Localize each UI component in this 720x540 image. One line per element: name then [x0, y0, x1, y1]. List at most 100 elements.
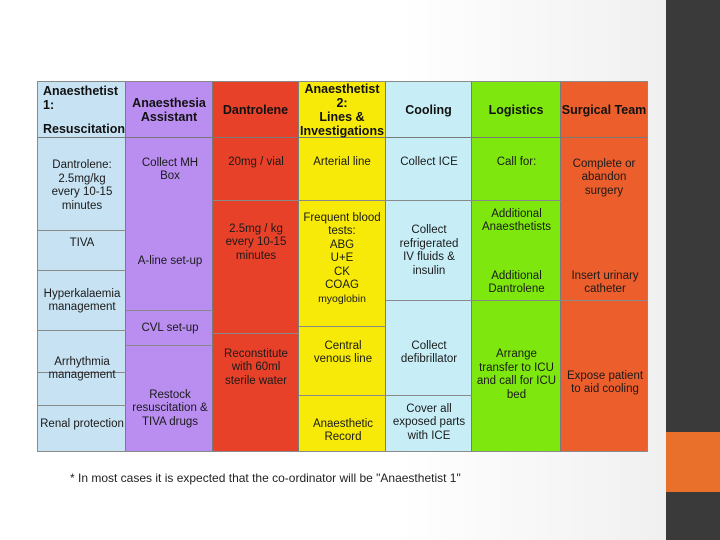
column-anaesthesia-assistant: [126, 82, 213, 451]
cell-text: COAG: [325, 279, 359, 292]
header-surgical-team: Surgical Team: [561, 82, 647, 138]
row-divider: [299, 200, 386, 201]
cell-text: Collect ICE: [400, 156, 458, 169]
header-dantrolene-label: Dantrolene: [222, 102, 289, 117]
cell-text: Collect defibrillator: [400, 339, 458, 366]
row-divider: [386, 395, 472, 396]
header-anaesthesia-assistant: Anaesthesia Assistant: [126, 82, 213, 138]
cell-text: CK: [334, 265, 350, 278]
cell-text: A-line set-up: [137, 255, 203, 268]
cell-text: Arrhythmia management: [48, 355, 116, 382]
column-cooling: [386, 82, 472, 451]
sidebar-accent: [666, 432, 720, 492]
row-divider: [126, 345, 213, 346]
row-divider: [299, 326, 386, 327]
header-anaesthetist-2-title: Anaesthetist 2:: [304, 81, 380, 110]
row-divider: [126, 310, 213, 311]
cell-text: Hyperkalaemia management: [43, 287, 121, 314]
cell-text: Dantrolene: 2.5mg/kg every 10-15 minutes: [51, 159, 113, 212]
header-surgical-label: Surgical Team: [561, 102, 647, 117]
row-divider: [472, 200, 561, 201]
cell-reconstitute: Reconstitute with 60ml sterile water: [220, 345, 292, 391]
cell-renal-protection: Renal protection: [40, 417, 124, 433]
cell-text: CVL set-up: [141, 322, 199, 335]
header-anaesthetist-1-title: Anaesthetist 1:: [43, 83, 119, 112]
cell-complete-surgery: Complete or abandon surgery: [566, 155, 642, 201]
column-anaesthetist-1: [38, 82, 126, 451]
cell-text: ABG: [329, 238, 355, 251]
cell-collect-ice: Collect ICE: [389, 155, 469, 171]
cell-text: Additional Anaesthetists: [481, 207, 552, 234]
cell-refrigerated-fluids: Collect refrigerated IV fluids & insulin: [395, 220, 463, 282]
row-divider: [38, 330, 126, 331]
cell-text: Call for:: [496, 156, 537, 169]
header-cooling-label: Cooling: [405, 102, 452, 117]
row-divider: [213, 333, 299, 334]
header-anaesthetist-2-role: Lines & Investigations: [299, 109, 385, 138]
cell-urinary-catheter: Insert urinary catheter: [563, 268, 647, 298]
cell-dantrolene-dose: Dantrolene: 2.5mg/kg every 10-15 minutes: [44, 150, 120, 222]
header-logistics: Logistics: [472, 82, 561, 138]
cell-central-line: Central venous line: [306, 338, 380, 368]
cell-text: Collect refrigerated IV fluids & insulin: [399, 224, 459, 277]
row-divider: [38, 270, 126, 271]
row-divider: [386, 200, 472, 201]
cell-cvl-setup: CVL set-up: [130, 321, 210, 337]
cell-hyperkalaemia: Hyperkalaemia management: [40, 286, 124, 316]
cell-text: Additional Dantrolene: [488, 269, 545, 296]
header-anaesthetist-1: Anaesthetist 1: Resuscitation: [38, 82, 126, 138]
cell-text: myoglobin: [318, 292, 366, 305]
cell-arterial-line: Arterial line: [302, 155, 382, 171]
cell-text: Restock resuscitation & TIVA drugs: [132, 388, 208, 428]
cell-tiva: TIVA: [44, 236, 120, 252]
cell-text: Collect MH Box: [141, 156, 199, 183]
column-surgical-team: [561, 82, 647, 451]
cell-text: Arrange transfer to ICU and call for ICU…: [476, 348, 557, 401]
row-divider: [299, 395, 386, 396]
cell-vial: 20mg / vial: [216, 155, 296, 171]
cell-text: 20mg / vial: [228, 156, 284, 169]
cell-anaesthetic-record: Anaesthetic Record: [306, 416, 380, 446]
cell-additional-dantrolene: Additional Dantrolene: [478, 268, 555, 298]
cell-aline-setup: A-line set-up: [130, 254, 210, 270]
row-divider: [38, 405, 126, 406]
row-divider: [472, 300, 561, 301]
header-anaesthetist-2: Anaesthetist 2: Lines & Investigations: [299, 82, 386, 138]
row-divider: [386, 300, 472, 301]
cell-collect-defibrillator: Collect defibrillator: [392, 338, 466, 368]
cell-text: Central venous line: [313, 339, 373, 366]
cell-text: Renal protection: [40, 418, 124, 431]
row-divider: [38, 372, 126, 373]
cell-text: Arterial line: [313, 156, 371, 169]
cell-icu-transfer: Arrange transfer to ICU and call for ICU…: [476, 348, 557, 401]
header-logistics-label: Logistics: [488, 102, 544, 117]
cell-cover-ice: Cover all exposed parts with ICE: [392, 400, 466, 446]
cell-text: Expose patient to aid cooling: [566, 369, 644, 396]
cell-arrhythmia: Arrhythmia management: [40, 354, 124, 384]
cell-text: 2.5mg / kg every 10-15 minutes: [225, 222, 287, 262]
cell-text: Anaesthetic Record: [312, 417, 374, 444]
cell-text: TIVA: [69, 237, 95, 250]
column-logistics: [472, 82, 561, 451]
cell-expose-patient: Expose patient to aid cooling: [566, 368, 644, 398]
header-anaesthetist-1-role: Resuscitation: [43, 121, 125, 136]
row-divider: [213, 200, 299, 201]
cell-text: U+E: [330, 252, 354, 265]
cell-text: Cover all exposed parts with ICE: [392, 402, 466, 442]
row-divider: [561, 300, 647, 301]
cell-restock: Restock resuscitation & TIVA drugs: [132, 385, 208, 433]
column-dantrolene: [213, 82, 299, 451]
cell-text: Insert urinary catheter: [571, 269, 639, 296]
cell-collect-mh-box: Collect MH Box: [140, 155, 200, 185]
cell-text: Reconstitute with 60ml sterile water: [224, 347, 288, 387]
cell-additional-anaesthetists: Additional Anaesthetists: [478, 206, 555, 236]
column-anaesthetist-2: [299, 82, 386, 451]
row-divider: [38, 230, 126, 231]
cell-dantrolene-dose-2: 2.5mg / kg every 10-15 minutes: [220, 220, 292, 266]
cell-text: Complete or abandon surgery: [572, 157, 636, 197]
footnote: * In most cases it is expected that the …: [70, 471, 461, 485]
cell-text: Frequent blood tests:: [303, 211, 381, 238]
cell-blood-tests: Frequent blood tests: ABG U+E CK COAG my…: [302, 205, 382, 313]
header-dantrolene: Dantrolene: [213, 82, 299, 138]
cell-call-for: Call for:: [475, 155, 558, 171]
